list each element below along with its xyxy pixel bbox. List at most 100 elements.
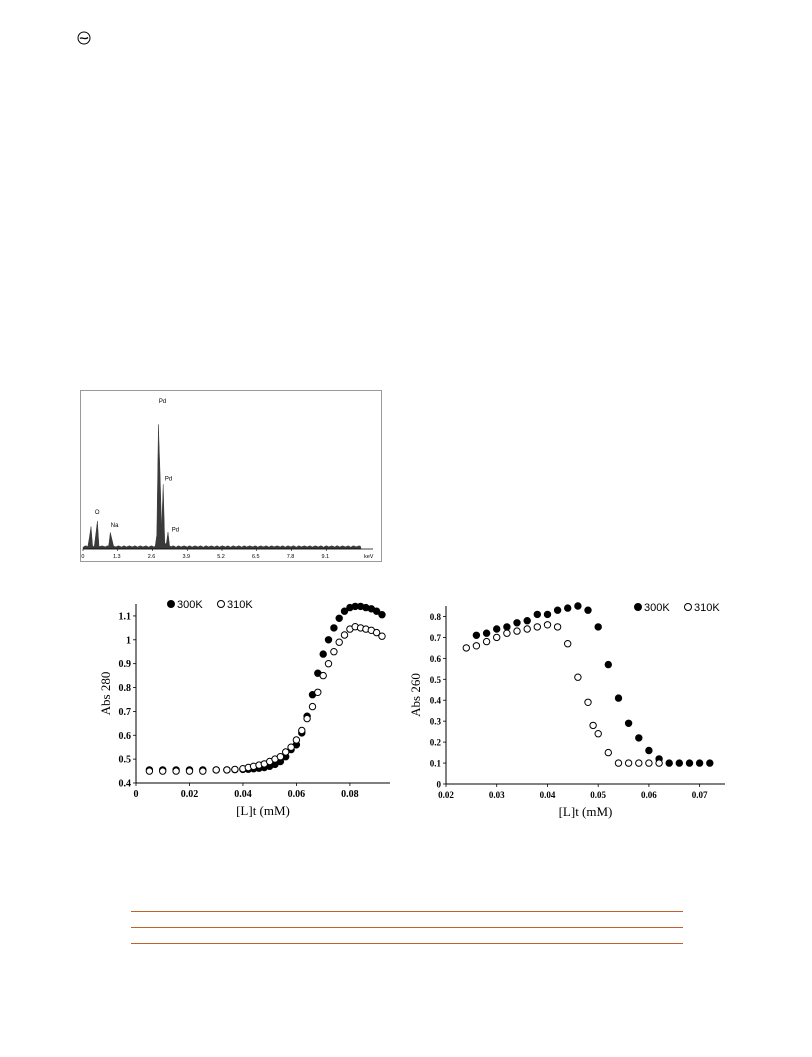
data-point-300k bbox=[574, 602, 582, 610]
data-point-300k bbox=[513, 619, 521, 627]
data-point-300k bbox=[695, 759, 704, 767]
data-point-300k bbox=[340, 607, 349, 615]
edx-spectrum-area bbox=[82, 424, 362, 550]
data-point-300k bbox=[319, 650, 327, 658]
y-tick-label: 0.7 bbox=[430, 633, 442, 643]
edx-x-tick-label: 9.1 bbox=[321, 554, 329, 560]
y-tick-label: 0.8 bbox=[119, 683, 132, 694]
data-point-300k bbox=[503, 623, 511, 631]
data-point-310k bbox=[319, 671, 327, 680]
legend-label: 310K bbox=[227, 599, 253, 611]
legend-marker-300k bbox=[634, 603, 642, 611]
data-point-300k bbox=[335, 614, 343, 622]
edx-spectrum-figure: O Na Pd Pd Pd 0 1.3 2.6 3.9 5.2 6.5 7.8 9.1 keV bbox=[80, 390, 382, 562]
x-tick-label: 0.02 bbox=[181, 789, 199, 800]
data-point-300k bbox=[324, 636, 333, 644]
x-axis-label: [L]t (mM) bbox=[236, 803, 290, 818]
y-tick-label: 0.6 bbox=[119, 731, 132, 742]
data-point-310k bbox=[462, 644, 470, 652]
data-point-310k bbox=[503, 629, 511, 637]
data-point-310k bbox=[303, 714, 311, 723]
x-tick-label: 0.08 bbox=[341, 789, 359, 800]
edx-peak-label: Pd bbox=[172, 527, 179, 533]
data-point-300k bbox=[706, 759, 714, 767]
data-point-310k bbox=[292, 736, 301, 744]
abs280-chart: 0.4 0.5 0.6 0.7 0.8 0.9 1 1.1 0 0.02 0.04 0.06 0.08 [… bbox=[98, 592, 400, 832]
data-point-310k bbox=[604, 748, 613, 757]
data-point-310k bbox=[223, 766, 231, 774]
data-point-310k bbox=[298, 726, 306, 735]
edx-x-tick-label: 2.6 bbox=[148, 554, 156, 560]
data-point-310k bbox=[624, 759, 633, 767]
data-point-300k bbox=[604, 660, 613, 669]
x-tick-label: 0.03 bbox=[489, 790, 505, 800]
data-point-310k bbox=[231, 765, 239, 774]
data-point-310k bbox=[378, 632, 386, 640]
edx-x-tick-label: 1.3 bbox=[113, 554, 121, 560]
data-point-300k bbox=[594, 623, 602, 631]
x-tick-label: 0.05 bbox=[590, 790, 606, 800]
edx-peak-label: Pd bbox=[165, 476, 172, 482]
data-point-300k bbox=[645, 746, 653, 755]
legend-label: 310K bbox=[694, 602, 720, 614]
data-point-300k bbox=[685, 759, 694, 767]
legend-marker-310k bbox=[684, 603, 692, 611]
legend-marker-310k bbox=[217, 600, 225, 608]
y-tick-label: 0.8 bbox=[430, 612, 442, 622]
edx-x-tick-label: 3.9 bbox=[182, 554, 190, 560]
y-tick-label: 0.7 bbox=[119, 707, 132, 718]
data-point-300k bbox=[584, 606, 592, 614]
data-point-300k bbox=[523, 617, 531, 625]
data-point-310k bbox=[308, 702, 317, 711]
data-point-310k bbox=[553, 623, 562, 631]
edx-x-tick-label: 5.2 bbox=[217, 554, 225, 560]
edx-peak-label: O bbox=[95, 510, 100, 516]
table-rule-top bbox=[131, 911, 683, 912]
legend-marker-300k bbox=[167, 600, 175, 608]
data-point-310k bbox=[645, 759, 653, 767]
data-point-300k bbox=[635, 734, 643, 742]
data-point-300k bbox=[675, 759, 683, 767]
data-point-300k bbox=[543, 610, 552, 619]
edx-spectrum-plot: O Na Pd Pd Pd 0 1.3 2.6 3.9 5.2 6.5 7.8 9.1 keV bbox=[81, 399, 373, 560]
data-point-310k bbox=[589, 721, 597, 730]
data-point-300k bbox=[330, 624, 338, 632]
data-point-310k bbox=[314, 688, 322, 697]
data-point-300k bbox=[614, 694, 623, 702]
data-point-310k bbox=[482, 637, 491, 646]
x-tick-label: 0.07 bbox=[692, 790, 708, 800]
data-point-300k bbox=[493, 625, 501, 633]
y-tick-label: 0.9 bbox=[119, 659, 132, 670]
data-point-300k bbox=[564, 604, 572, 612]
data-point-310k bbox=[287, 743, 295, 751]
data-point-310k bbox=[212, 766, 220, 774]
legend-label: 300K bbox=[177, 599, 203, 611]
data-point-300k bbox=[533, 610, 542, 619]
data-point-310k bbox=[340, 631, 349, 639]
y-tick-label: 0 bbox=[437, 780, 442, 790]
data-point-310k bbox=[523, 625, 531, 633]
y-tick-label: 0.6 bbox=[430, 654, 442, 664]
data-point-310k bbox=[543, 621, 552, 629]
data-point-300k bbox=[372, 607, 381, 615]
data-point-300k bbox=[624, 719, 633, 728]
data-point-310k bbox=[513, 627, 521, 635]
data-point-300k bbox=[553, 606, 562, 614]
edx-x-tick-label: 7.8 bbox=[287, 554, 295, 560]
y-tick-label: 0.3 bbox=[430, 717, 442, 727]
y-tick-label: 0.4 bbox=[119, 779, 132, 790]
abs280-plot: 0.4 0.5 0.6 0.7 0.8 0.9 1 1.1 0 0.02 0.04 0.06 0.08 [… bbox=[98, 599, 390, 818]
y-tick-label: 0.5 bbox=[119, 755, 132, 766]
data-point-310k bbox=[199, 767, 207, 775]
data-point-310k bbox=[276, 753, 285, 761]
data-point-310k bbox=[172, 767, 180, 775]
x-tick-label: 0 bbox=[134, 789, 139, 800]
x-tick-label: 0.06 bbox=[288, 789, 306, 800]
data-point-310k bbox=[574, 673, 582, 681]
edx-x-tick-label: 6.5 bbox=[252, 554, 260, 560]
data-point-300k bbox=[482, 629, 491, 637]
y-tick-label: 0.4 bbox=[430, 696, 442, 706]
data-point-310k bbox=[159, 767, 167, 775]
publisher-logo-icon bbox=[77, 31, 91, 45]
table-rule-middle bbox=[131, 927, 683, 928]
